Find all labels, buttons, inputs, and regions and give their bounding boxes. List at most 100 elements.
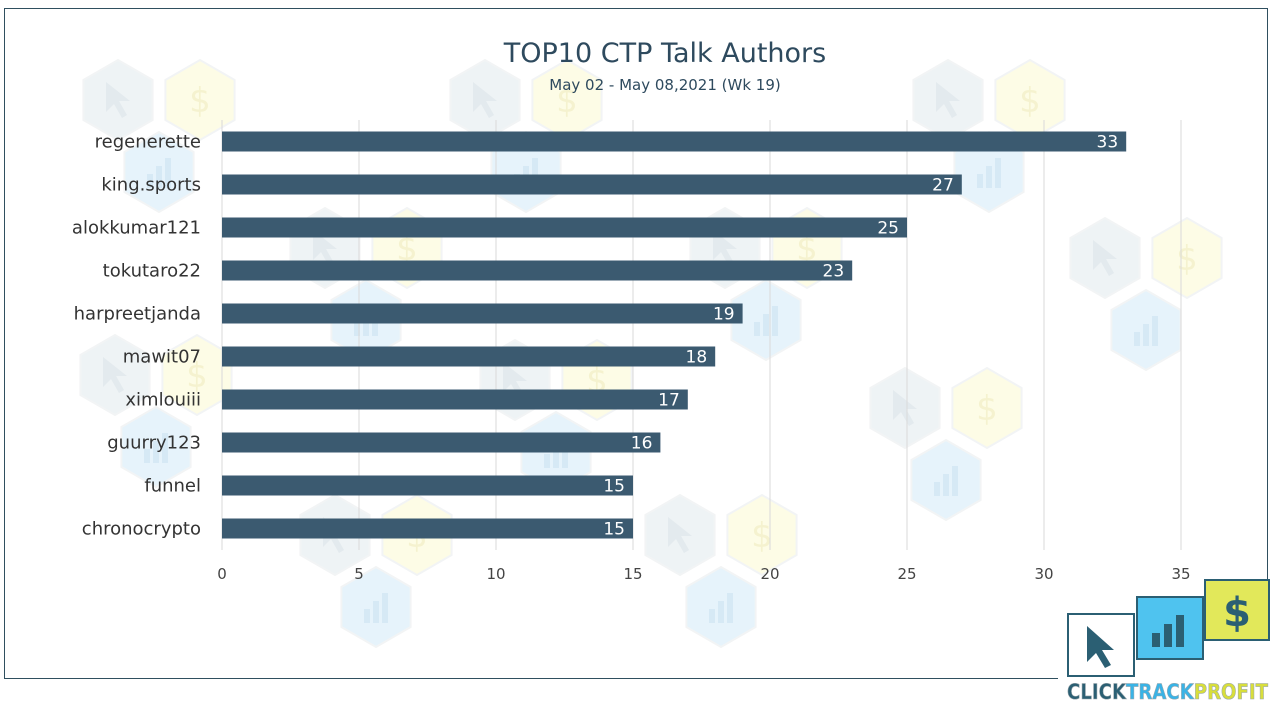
bar — [222, 346, 716, 367]
data-label: 25 — [877, 219, 899, 239]
watermark-dollar-hex — [164, 58, 236, 142]
logo-dollar-icon: $ — [1223, 590, 1251, 636]
x-tick-label: 25 — [897, 565, 916, 583]
category-label: king.sports — [101, 175, 201, 196]
category-label: guurry123 — [107, 433, 201, 454]
category-label: mawit07 — [123, 347, 201, 368]
watermark-cluster: $ — [869, 366, 1023, 522]
logo-chart-icon — [1152, 633, 1160, 647]
watermark-chart-icon — [1143, 324, 1149, 346]
watermark-chart-icon — [156, 166, 162, 188]
watermark-dollar-icon: $ — [189, 81, 211, 121]
bar — [222, 475, 633, 496]
watermark-dollar-icon: $ — [396, 229, 418, 269]
bar — [222, 432, 661, 453]
watermark-cursor-icon — [713, 230, 737, 266]
bar — [222, 518, 633, 539]
category-label: harpreetjanda — [74, 304, 201, 325]
logo-cursor-icon — [1087, 626, 1114, 668]
watermark-dollar-hex — [1151, 216, 1223, 300]
watermark-chart-icon — [986, 166, 992, 188]
x-tick-label: 35 — [1171, 565, 1190, 583]
data-label: 18 — [686, 348, 708, 368]
watermark-cursor-icon — [668, 517, 692, 553]
watermark-dollar-icon: $ — [186, 356, 208, 396]
watermark-chart-icon — [382, 593, 388, 623]
category-label: chronocrypto — [82, 519, 201, 540]
logo-word-track: TRACK — [1126, 680, 1194, 704]
watermark-chart-icon — [373, 601, 379, 623]
watermark-cluster: $ — [79, 333, 233, 489]
category-label: tokutaro22 — [103, 261, 201, 282]
watermark-chart-icon — [544, 454, 550, 468]
watermark-chart-icon — [718, 601, 724, 623]
category-label: regenerette — [95, 132, 201, 153]
watermark-cursor-icon — [503, 362, 527, 398]
watermark-chart-icon — [144, 449, 150, 463]
value-labels: 33 27 25 23 19 18 17 16 15 15 — [603, 133, 1118, 540]
bar — [222, 303, 743, 324]
bar — [222, 131, 1127, 152]
chart-title: TOP10 CTP Talk Authors — [503, 38, 826, 69]
category-labels: regenerette king.sports alokkumar121 tokuta… — [72, 132, 201, 540]
logo-word-click: CLICK — [1067, 680, 1127, 704]
bar — [222, 217, 907, 238]
watermark-cluster: $ — [82, 58, 236, 214]
watermark-chart-icon — [553, 446, 559, 468]
category-label: ximlouiii — [125, 390, 201, 411]
logo-dollar-box — [1204, 579, 1270, 641]
x-axis-tick-labels: 0 5 10 15 20 25 30 35 — [217, 565, 1190, 583]
x-tick-label: 10 — [486, 565, 505, 583]
data-label: 23 — [823, 262, 845, 282]
watermark-dollar-icon: $ — [796, 229, 818, 269]
x-tick-label: 20 — [760, 565, 779, 583]
x-tick-label: 0 — [217, 565, 227, 583]
watermark-chart-icon — [147, 174, 153, 188]
data-label: 27 — [932, 176, 954, 196]
watermark-chart-icon — [763, 314, 769, 336]
watermark-chart-icon — [772, 306, 778, 336]
watermark-cursor-icon — [106, 82, 130, 118]
watermark-chart-icon — [364, 609, 370, 623]
data-label: 33 — [1097, 133, 1119, 153]
x-tick-label: 30 — [1034, 565, 1053, 583]
watermark-dollar-icon: $ — [1176, 239, 1198, 279]
logo-word-profit: PROFIT — [1194, 680, 1269, 704]
category-label: alokkumar121 — [72, 218, 201, 239]
watermark-chart-icon — [363, 314, 369, 336]
logo-wordmark: CLICKTRACKPROFIT — [1067, 680, 1269, 704]
watermark-cursor-icon — [1093, 240, 1117, 276]
watermark-dollar-icon: $ — [556, 81, 578, 121]
watermark-chart-icon — [1134, 332, 1140, 346]
bar — [222, 260, 853, 281]
watermark-chart-icon — [943, 474, 949, 496]
watermark-chart-icon — [995, 158, 1001, 188]
watermark-dollar-icon: $ — [1019, 81, 1041, 121]
data-label: 15 — [603, 477, 625, 497]
watermark-chart-icon — [1152, 316, 1158, 346]
watermark-chart-icon — [727, 593, 733, 623]
watermark-chart-icon — [754, 322, 760, 336]
watermark-cursor-icon — [313, 230, 337, 266]
watermark-chart-icon — [532, 158, 538, 188]
watermark-dollar-hex — [726, 493, 798, 577]
watermark-chart-icon — [562, 438, 568, 468]
watermark-cursor-icon — [103, 357, 127, 393]
watermark-chart-icon — [165, 158, 171, 188]
data-label: 15 — [603, 520, 625, 540]
bar — [222, 174, 962, 195]
watermark-chart-icon — [354, 322, 360, 336]
watermark-dollar-icon: $ — [751, 516, 773, 556]
bar — [222, 389, 688, 410]
x-tick-label: 5 — [354, 565, 364, 583]
clicktrackprofit-logo: $ CLICKTRACKPROFIT — [1058, 579, 1280, 705]
logo-chart-icon — [1176, 615, 1184, 647]
watermark-dollar-hex — [951, 366, 1023, 450]
data-label: 16 — [631, 434, 653, 454]
logo-chart-icon — [1164, 624, 1172, 647]
watermark-chart-icon — [977, 174, 983, 188]
watermark-cursor-icon — [893, 390, 917, 426]
data-label: 17 — [658, 391, 680, 411]
watermark-chart-icon — [934, 482, 940, 496]
